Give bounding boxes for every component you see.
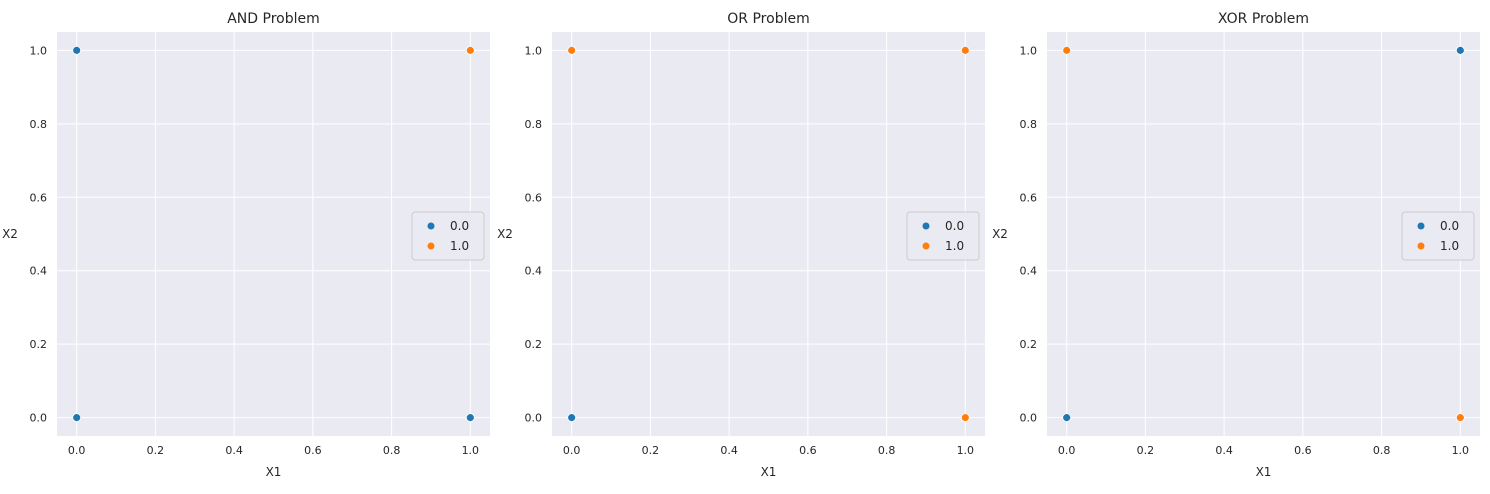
chart-panel-1: 0.0 0.2 0.4 0.6 0.8 1.0 0.0 0.2 0.4 0.6 0.8 1.0 AND … [2,11,490,479]
y-tick-label: 0.2 [525,338,543,351]
x-tick-label: 0.8 [383,444,401,457]
y-axis-label: X2 [497,227,513,241]
x-tick-label: 0.0 [1058,444,1076,457]
y-tick-label: 0.6 [1020,191,1038,204]
x-tick-label: 0.2 [147,444,165,457]
legend-entry-label: 0.0 [945,219,964,233]
x-tick-label: 0.0 [68,444,86,457]
x-tick-label: 0.4 [225,444,243,457]
y-tick-label: 0.0 [525,412,543,425]
x-tick-label: 0.0 [563,444,581,457]
x-tick-label: 0.4 [720,444,738,457]
data-point-class-0 [567,413,577,423]
y-tick-label: 1.0 [30,44,48,57]
y-tick-label: 0.4 [1020,265,1038,278]
legend-marker [1417,222,1425,230]
legend: 0.01.0 [1401,211,1475,261]
x-tick-label: 0.8 [1373,444,1391,457]
legend-marker [1417,242,1425,250]
data-point-class-1 [567,45,577,55]
y-tick-label: 0.6 [525,191,543,204]
chart-panel-3: 0.0 0.2 0.4 0.6 0.8 1.0 0.0 0.2 0.4 0.6 0.8 1.0 XOR … [992,11,1480,479]
x-axis-label: X1 [761,465,777,479]
x-tick-label: 1.0 [957,444,975,457]
x-tick-label: 0.6 [304,444,322,457]
legend: 0.01.0 [906,211,980,261]
legend-entry-label: 1.0 [945,239,964,253]
y-tick-label: 0.4 [30,265,48,278]
data-point-class-0 [1455,45,1465,55]
chart-title: OR Problem [727,11,809,27]
legend-entry-label: 1.0 [1440,239,1459,253]
x-tick-label: 1.0 [1452,444,1470,457]
data-point-class-1 [960,45,970,55]
data-point-class-1 [960,413,970,423]
x-tick-label: 1.0 [462,444,480,457]
y-tick-label: 1.0 [525,44,543,57]
y-axis-label: X2 [2,227,18,241]
legend-marker [922,242,930,250]
chart-title: XOR Problem [1218,11,1309,27]
y-tick-label: 0.0 [30,412,48,425]
x-tick-label: 0.4 [1215,444,1233,457]
legend-marker [427,222,435,230]
x-tick-label: 0.2 [642,444,660,457]
y-tick-label: 0.8 [525,118,543,131]
y-tick-label: 0.8 [1020,118,1038,131]
x-tick-label: 0.6 [1294,444,1312,457]
y-tick-label: 0.2 [30,338,48,351]
x-axis-label: X1 [266,465,282,479]
data-point-class-0 [72,45,82,55]
x-axis-label: X1 [1256,465,1272,479]
x-tick-label: 0.2 [1137,444,1155,457]
chart-title: AND Problem [227,11,320,27]
data-point-class-0 [72,413,82,423]
data-point-class-1 [1455,413,1465,423]
x-tick-label: 0.8 [878,444,896,457]
legend-box [411,211,485,261]
legend: 0.01.0 [411,211,485,261]
legend-marker [922,222,930,230]
y-tick-label: 0.8 [30,118,48,131]
legend-entry-label: 0.0 [450,219,469,233]
y-tick-label: 0.0 [1020,412,1038,425]
y-tick-label: 0.2 [1020,338,1038,351]
legend-entry-label: 0.0 [1440,219,1459,233]
data-point-class-0 [1062,413,1072,423]
y-tick-label: 1.0 [1020,44,1038,57]
chart-panel-2: 0.0 0.2 0.4 0.6 0.8 1.0 0.0 0.2 0.4 0.6 0.8 1.0 OR P… [497,11,985,479]
legend-marker [427,242,435,250]
legend-entry-label: 1.0 [450,239,469,253]
data-point-class-0 [465,413,475,423]
legend-box [906,211,980,261]
legend-box [1401,211,1475,261]
data-point-class-1 [1062,45,1072,55]
y-axis-label: X2 [992,227,1008,241]
y-tick-label: 0.4 [525,265,543,278]
data-point-class-1 [465,45,475,55]
y-tick-label: 0.6 [30,191,48,204]
x-tick-label: 0.6 [799,444,817,457]
